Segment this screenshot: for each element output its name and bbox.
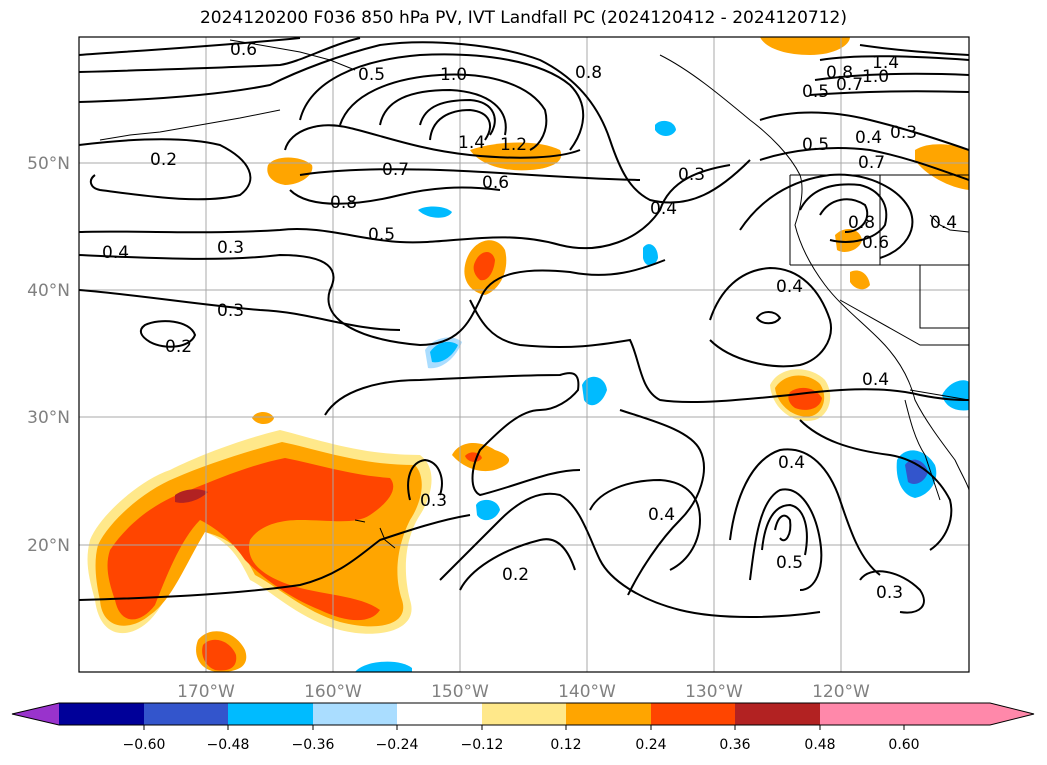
contour-label: 0.7 [836,75,863,95]
colorbar-segment [735,703,820,725]
contour-label: 1.0 [440,65,467,85]
contour-label: 0.2 [150,150,177,170]
contour-label: 0.6 [862,233,889,253]
contour-label: 0.5 [802,135,829,155]
lat-label: 40°N [27,281,70,301]
colorbar-segment [144,703,228,725]
colorbar-tick: −0.36 [292,737,335,753]
contour-label: 0.5 [358,65,385,85]
contour-label: 1.4 [872,53,899,73]
colorbar-tick: 0.36 [719,737,750,753]
contour-label: 1.2 [500,135,527,155]
colorbar-segment [820,703,904,725]
gridlines [79,37,969,672]
coastlines [99,39,969,549]
lon-labels: 170°W 160°W 150°W 140°W 130°W 120°W [177,682,870,702]
lon-label: 160°W [304,682,362,702]
lon-label: 130°W [685,682,743,702]
colorbar-segment [651,703,735,725]
lat-label: 30°N [27,408,70,428]
contour-label: 0.5 [368,225,395,245]
contour-label: 0.3 [217,301,244,321]
lon-label: 170°W [177,682,235,702]
colorbar-segment [397,703,482,725]
contour-label: 0.8 [330,193,357,213]
contour-label: 0.8 [848,213,875,233]
contour-label: 0.7 [858,153,885,173]
lat-labels: 50°N 40°N 30°N 20°N [27,154,70,556]
contour-label: 0.3 [420,491,447,511]
contour-label: 0.3 [890,123,917,143]
contour-label: 0.4 [862,370,889,390]
contour-label: 0.2 [165,337,192,357]
contour-labels: 0.6 0.5 1.0 0.8 1.4 1.2 0.7 0.6 0.8 0.5 … [102,40,957,603]
lon-label: 120°W [812,682,870,702]
contour-label: 0.4 [855,128,882,148]
contour-label: 0.3 [876,583,903,603]
colorbar-tick: 0.12 [550,737,581,753]
contour-label: 0.4 [778,453,805,473]
contour-label: 0.4 [650,199,677,219]
pv-contours [79,37,969,618]
colorbar-extend-high [904,703,1034,725]
contour-label: 0.5 [802,82,829,102]
colorbar-tick: −0.12 [461,737,504,753]
lat-label: 20°N [27,536,70,556]
colorbar-segment [228,703,313,725]
contour-label: 0.4 [930,213,957,233]
lon-label: 140°W [558,682,616,702]
colorbar-tick: −0.48 [207,737,250,753]
contour-label: 0.3 [217,238,244,258]
contour-label: 1.4 [458,133,485,153]
map-frame [78,36,970,673]
contour-label: 0.6 [482,173,509,193]
contour-label: 0.8 [575,63,602,83]
lat-label: 50°N [27,154,70,174]
colorbar-segment [482,703,566,725]
colorbar: −0.60 −0.48 −0.36 −0.24 −0.12 0.12 0.24 … [11,702,1035,753]
contour-label: 0.5 [776,553,803,573]
colorbar-tick: 0.24 [635,737,666,753]
colorbar-extend-low [12,703,59,725]
contour-label: 0.6 [230,40,257,60]
contour-label: 0.7 [382,160,409,180]
colorbar-tick: 0.60 [888,737,919,753]
colorbar-segment [566,703,651,725]
contour-label: 0.2 [502,565,529,585]
colorbar-tick: −0.60 [123,737,166,753]
contour-label: 0.8 [826,63,853,83]
colorbar-segment [313,703,397,725]
lon-label: 150°W [431,682,489,702]
shaded-field [87,37,969,672]
contour-label: 0.4 [776,277,803,297]
contour-label: 0.4 [102,243,129,263]
map-title: 2024120200 F036 850 hPa PV, IVT Landfall… [199,8,847,28]
contour-label: 1.0 [862,67,889,87]
contour-label: 0.4 [648,505,675,525]
contour-label: 0.3 [678,165,705,185]
colorbar-segment [59,703,144,725]
colorbar-tick: −0.24 [376,737,419,753]
colorbar-tick: 0.48 [804,737,835,753]
